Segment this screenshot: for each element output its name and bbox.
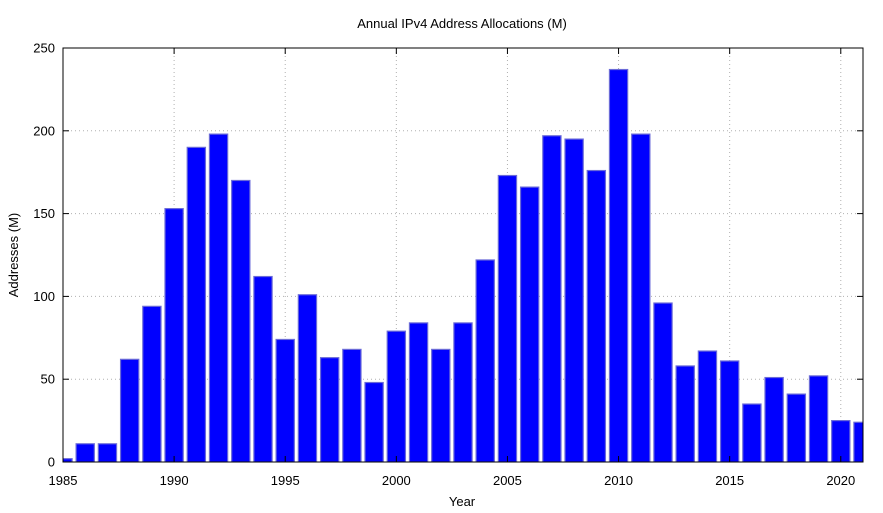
x-tick-label: 1985 bbox=[49, 473, 78, 488]
bar-1991 bbox=[186, 146, 207, 462]
bar-2021 bbox=[853, 421, 863, 462]
bar-1988 bbox=[119, 358, 140, 462]
axis-ticks bbox=[62, 47, 863, 463]
bar-2014 bbox=[697, 350, 718, 462]
y-tick-label: 200 bbox=[33, 123, 55, 138]
bar-1987 bbox=[97, 443, 118, 462]
bar-1989 bbox=[142, 305, 162, 462]
bar-2002 bbox=[431, 348, 451, 462]
bar-2001 bbox=[408, 322, 429, 462]
bar-1998 bbox=[342, 348, 362, 462]
bar-2013 bbox=[675, 365, 695, 462]
bar-2006 bbox=[519, 186, 540, 462]
bar-2018 bbox=[786, 393, 807, 462]
bar-1997 bbox=[319, 357, 340, 462]
y-tick-label: 50 bbox=[41, 372, 55, 387]
bar-2020 bbox=[831, 420, 851, 462]
y-tick-label: 0 bbox=[48, 455, 55, 470]
bar-2012 bbox=[653, 302, 673, 462]
bar-2003 bbox=[453, 322, 473, 462]
bar-1999 bbox=[364, 381, 384, 462]
y-tick-label: 250 bbox=[33, 41, 55, 56]
bar-2000 bbox=[386, 330, 407, 462]
bar-2007 bbox=[542, 135, 562, 462]
bar-2008 bbox=[564, 138, 584, 462]
y-tick-label: 150 bbox=[33, 206, 55, 221]
bar-2011 bbox=[631, 133, 651, 462]
x-tick-label: 1995 bbox=[271, 473, 300, 488]
y-tick-label: 100 bbox=[33, 289, 55, 304]
bar-1985 bbox=[63, 458, 73, 462]
bar-1995 bbox=[275, 338, 295, 462]
x-tick-label: 2000 bbox=[382, 473, 411, 488]
chart-title: Annual IPv4 Address Allocations (M) bbox=[357, 16, 567, 31]
plot-frame bbox=[62, 47, 864, 463]
x-tick-label: 2010 bbox=[604, 473, 633, 488]
bar-2004 bbox=[475, 259, 495, 462]
bar-2005 bbox=[497, 174, 518, 462]
x-tick-labels: 1985 1990 1995 2000 2005 2010 2015 2020 bbox=[49, 473, 856, 488]
y-tick-labels: 0 50 100 150 200 250 bbox=[33, 41, 55, 470]
bar-1996 bbox=[297, 294, 318, 462]
x-tick-label: 2005 bbox=[493, 473, 522, 488]
x-tick-label: 2020 bbox=[826, 473, 855, 488]
bar-2015 bbox=[719, 360, 740, 462]
bar-2016 bbox=[742, 403, 762, 462]
bar-1990 bbox=[164, 208, 184, 462]
y-axis-label: Addresses (M) bbox=[6, 213, 21, 298]
bar-1986 bbox=[75, 443, 95, 462]
bar-2019 bbox=[808, 375, 829, 462]
bar-1992 bbox=[208, 133, 229, 462]
bars-group bbox=[63, 68, 863, 462]
x-tick-label: 1990 bbox=[160, 473, 189, 488]
bar-2010 bbox=[608, 68, 629, 462]
x-axis-label: Year bbox=[449, 494, 476, 509]
bar-2017 bbox=[764, 376, 784, 462]
bar-1993 bbox=[231, 179, 251, 462]
x-tick-label: 2015 bbox=[715, 473, 744, 488]
bar-2009 bbox=[586, 169, 607, 462]
bar-1994 bbox=[253, 275, 273, 462]
